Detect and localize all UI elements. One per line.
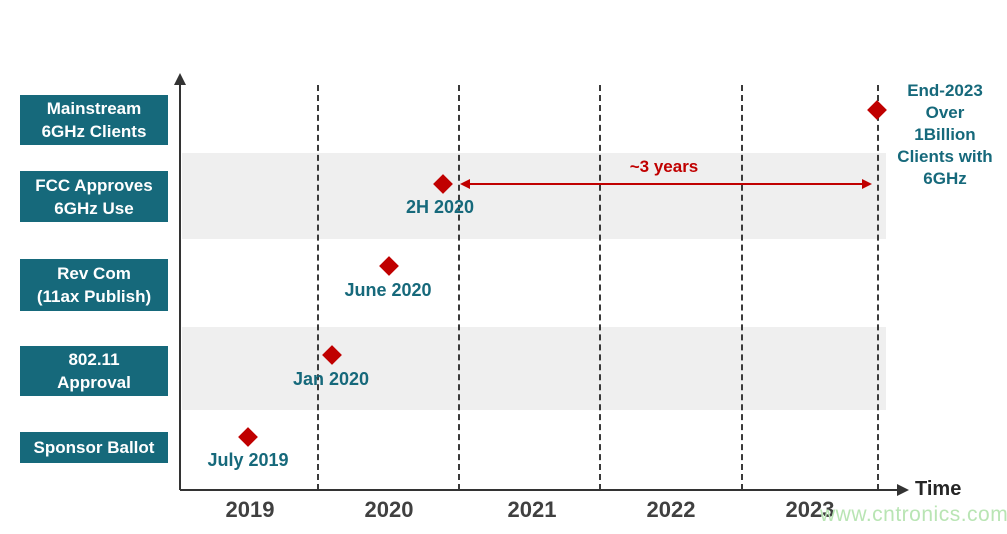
milestone-note-end-2023: End-2023 Over 1Billion Clients with 6GHz — [897, 81, 993, 188]
three-years-arrow-right-head-icon — [862, 179, 872, 189]
year-gridline-end-2023 — [877, 85, 879, 490]
three-years-arrow-left-head-icon — [460, 179, 470, 189]
x-axis-arrowhead-icon — [897, 484, 909, 496]
milestone-marker-rev-com — [379, 256, 399, 276]
x-tick-2020: 2020 — [364, 497, 414, 522]
year-gridline-2021-2022 — [599, 85, 601, 490]
three-years-arrow-line — [468, 183, 864, 185]
row-label-sponsor-ballot: Sponsor Ballot — [20, 432, 168, 463]
milestone-date-80211-approval: Jan 2020 — [292, 369, 370, 389]
row-label-rev-com-11ax-publish: Rev Com (11ax Publish) — [20, 259, 168, 311]
milestone-marker-mainstream-clients — [867, 100, 887, 120]
x-tick-2023: 2023 — [785, 497, 835, 522]
x-axis — [180, 489, 898, 491]
milestone-marker-sponsor-ballot — [238, 427, 258, 447]
year-gridline-2020-2021 — [458, 85, 460, 490]
year-gridline-2019-2020 — [317, 85, 319, 490]
milestone-date-sponsor-ballot: July 2019 — [207, 450, 289, 470]
x-tick-2022: 2022 — [646, 497, 696, 522]
row-label-mainstream-6ghz-clients: Mainstream 6GHz Clients — [20, 95, 168, 145]
y-axis — [179, 84, 181, 490]
three-years-label: ~3 years — [629, 157, 699, 176]
row-band-fcc-approves — [182, 153, 886, 239]
x-axis-label: Time — [915, 478, 962, 500]
row-label-fcc-approves-6ghz-use: FCC Approves 6GHz Use — [20, 171, 168, 222]
year-gridline-2022-2023 — [741, 85, 743, 490]
milestone-date-fcc-approves: 2H 2020 — [405, 197, 475, 217]
milestone-date-rev-com: June 2020 — [344, 280, 432, 300]
y-axis-arrowhead-icon — [174, 73, 186, 85]
watermark: www.cntronics.com — [820, 503, 1007, 526]
x-tick-2021: 2021 — [507, 497, 557, 522]
row-label-80211-approval: 802.11 Approval — [20, 346, 168, 396]
row-band-80211-approval — [182, 327, 886, 410]
x-tick-2019: 2019 — [225, 497, 275, 522]
